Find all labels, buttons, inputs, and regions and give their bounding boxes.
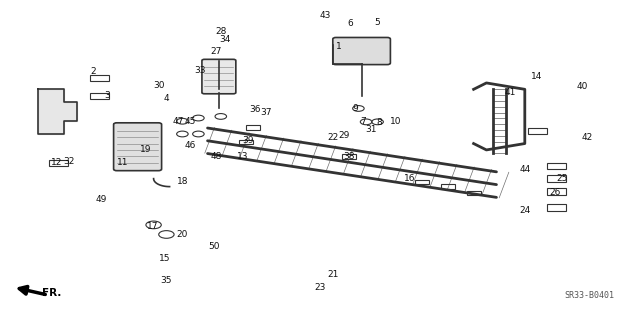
- Bar: [415, 180, 429, 184]
- Text: 38: 38: [343, 152, 355, 161]
- FancyBboxPatch shape: [202, 59, 236, 94]
- Text: 42: 42: [582, 133, 593, 142]
- Bar: [90, 75, 109, 81]
- Text: 6: 6: [348, 19, 353, 28]
- Text: 16: 16: [404, 174, 415, 183]
- Text: 43: 43: [319, 11, 331, 20]
- Text: 30: 30: [153, 81, 164, 90]
- Text: 37: 37: [260, 108, 271, 117]
- Text: 2: 2: [90, 67, 95, 76]
- Text: 3: 3: [105, 91, 110, 100]
- Text: SR33-B0401: SR33-B0401: [564, 292, 614, 300]
- Bar: [528, 128, 547, 134]
- Text: 19: 19: [140, 145, 152, 154]
- Text: 45: 45: [185, 117, 196, 126]
- Text: 11: 11: [117, 158, 129, 167]
- Text: 44: 44: [519, 165, 531, 174]
- Text: 24: 24: [519, 206, 531, 215]
- Text: 32: 32: [63, 157, 75, 166]
- Text: FR.: FR.: [42, 288, 61, 298]
- Text: 4: 4: [164, 94, 169, 103]
- FancyBboxPatch shape: [114, 123, 161, 171]
- Bar: [547, 175, 566, 182]
- Bar: [441, 184, 455, 189]
- Bar: [90, 93, 109, 99]
- Text: 13: 13: [237, 152, 249, 161]
- Text: 25: 25: [556, 174, 568, 183]
- Bar: [467, 191, 481, 195]
- Text: 26: 26: [550, 189, 561, 197]
- Bar: [547, 163, 566, 169]
- Bar: [246, 125, 260, 130]
- Text: 31: 31: [365, 125, 377, 134]
- Bar: [49, 160, 68, 166]
- Text: 40: 40: [577, 82, 588, 91]
- Bar: [342, 154, 356, 159]
- Bar: [547, 188, 566, 195]
- Text: 21: 21: [327, 270, 339, 279]
- Text: 39: 39: [243, 136, 254, 145]
- Text: 8: 8: [376, 118, 381, 127]
- Text: 1: 1: [337, 42, 342, 51]
- Text: 28: 28: [215, 27, 227, 36]
- Text: 34: 34: [220, 35, 231, 44]
- Text: 17: 17: [147, 222, 158, 231]
- Text: 27: 27: [211, 47, 222, 56]
- Text: 48: 48: [211, 152, 222, 161]
- Text: 7: 7: [361, 117, 366, 126]
- Text: 29: 29: [339, 131, 350, 140]
- Bar: [239, 140, 253, 144]
- Bar: [547, 204, 566, 211]
- Text: 49: 49: [95, 195, 107, 204]
- Text: 35: 35: [161, 276, 172, 285]
- Text: 33: 33: [194, 66, 205, 75]
- Text: 22: 22: [327, 133, 339, 142]
- Polygon shape: [38, 89, 77, 134]
- Text: 46: 46: [185, 141, 196, 150]
- Text: 23: 23: [314, 283, 326, 292]
- FancyBboxPatch shape: [333, 38, 390, 64]
- Text: 41: 41: [505, 88, 516, 97]
- Text: 47: 47: [172, 117, 184, 126]
- Text: 50: 50: [209, 242, 220, 251]
- Text: 36: 36: [249, 105, 260, 114]
- Text: 20: 20: [177, 230, 188, 239]
- Text: 5: 5: [375, 18, 380, 27]
- Text: 14: 14: [531, 72, 542, 81]
- Text: 15: 15: [159, 254, 171, 263]
- Text: 10: 10: [390, 117, 401, 126]
- Text: 12: 12: [51, 158, 62, 167]
- Text: 9: 9: [353, 104, 358, 113]
- Text: 18: 18: [177, 177, 188, 186]
